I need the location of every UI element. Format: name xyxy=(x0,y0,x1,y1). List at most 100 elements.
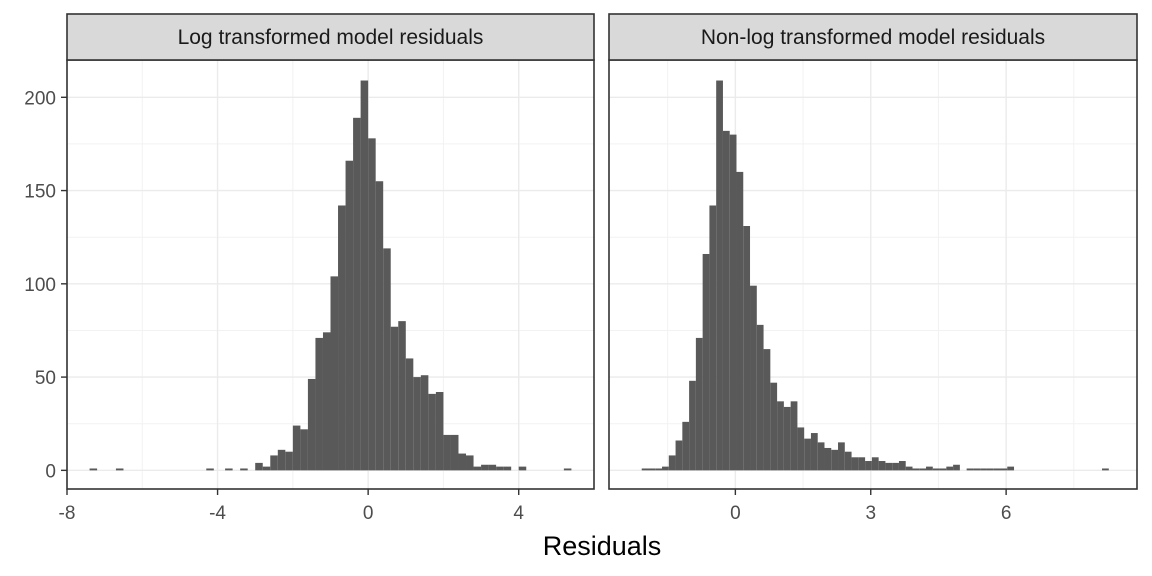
x-tick-label: 6 xyxy=(1001,503,1012,524)
histogram-bar xyxy=(946,466,954,471)
histogram-bar xyxy=(300,429,308,471)
histogram-bar xyxy=(270,455,278,471)
histogram-bar xyxy=(443,434,451,471)
histogram-bar xyxy=(115,468,124,471)
histogram-bar xyxy=(810,433,818,471)
histogram-bar xyxy=(481,464,489,471)
histogram-bar xyxy=(682,421,690,471)
histogram-bar xyxy=(473,466,482,471)
histogram-bar xyxy=(307,378,316,471)
histogram-bar xyxy=(716,80,723,471)
histogram-bar xyxy=(905,466,913,471)
histogram-bar xyxy=(458,453,467,471)
histogram-bar xyxy=(655,468,663,471)
histogram-bar xyxy=(563,468,572,471)
panels-layer: Log transformed model residuals -8 -4 0 4 Non… xyxy=(59,13,1138,524)
histogram-bar xyxy=(709,205,717,471)
histogram-bar xyxy=(770,382,778,471)
histogram-bar xyxy=(360,80,369,471)
histogram-bar xyxy=(885,462,893,471)
histogram-bar xyxy=(783,406,791,471)
histogram-bar xyxy=(420,375,429,471)
histogram-bar xyxy=(383,248,391,471)
histogram-bar xyxy=(1000,468,1008,471)
facet-strip-label: Non-log transformed model residuals xyxy=(701,26,1045,49)
histogram-bar xyxy=(262,466,271,471)
histogram-bar xyxy=(858,457,866,471)
histogram-bar xyxy=(844,451,852,471)
histogram-bar xyxy=(973,468,981,471)
histogram-bar xyxy=(375,181,384,471)
histogram-bar xyxy=(797,427,805,471)
histogram-bar xyxy=(851,457,859,471)
histogram-bar xyxy=(322,332,331,471)
histogram-bar xyxy=(285,451,293,471)
histogram-bar xyxy=(932,468,940,471)
histogram-bar xyxy=(743,226,751,471)
histogram-bar xyxy=(871,457,879,471)
histogram-bar xyxy=(722,130,730,471)
x-tick-label: -8 xyxy=(59,503,76,524)
x-tick-label: 4 xyxy=(513,503,524,524)
histogram-bar xyxy=(398,321,406,471)
histogram-bar xyxy=(1007,466,1015,471)
histogram-bar xyxy=(939,468,947,471)
histogram-bar xyxy=(428,393,436,471)
y-tick-label: 150 xyxy=(24,182,56,203)
histogram-bar xyxy=(865,461,872,471)
histogram-bar xyxy=(831,449,839,471)
histogram-bars xyxy=(641,80,1109,471)
histogram-bar xyxy=(756,324,764,471)
y-tick-label: 0 xyxy=(45,461,56,482)
histogram-bar xyxy=(878,461,886,471)
facet-strip-label: Log transformed model residuals xyxy=(178,26,484,49)
panel-2: Non-log transformed model residuals 0 3 6 xyxy=(608,13,1138,524)
histogram-bar xyxy=(338,205,346,471)
histogram-bar xyxy=(953,464,960,471)
histogram-bar xyxy=(838,442,845,471)
histogram-bar xyxy=(89,468,98,471)
histogram-bar xyxy=(668,455,676,471)
histogram-bar xyxy=(255,462,263,471)
y-tick-label: 50 xyxy=(35,368,56,389)
histogram-bar xyxy=(405,358,414,471)
histogram-bar xyxy=(689,380,696,471)
histogram-bar xyxy=(368,138,376,471)
facet-strip xyxy=(66,13,595,61)
histogram-bar xyxy=(817,442,825,471)
histogram-bar xyxy=(330,276,339,471)
histogram-bar xyxy=(986,468,994,471)
y-tick-label: 100 xyxy=(24,275,56,296)
histogram-bar xyxy=(736,171,744,471)
histogram-bar xyxy=(450,434,459,471)
x-axis-title: Residuals xyxy=(543,531,662,561)
histogram-bar xyxy=(790,401,798,471)
histogram-bar xyxy=(662,466,669,471)
histogram-bar xyxy=(413,377,421,471)
histogram-bar xyxy=(750,285,757,471)
histogram-bar xyxy=(980,468,987,471)
histogram-bar xyxy=(675,440,683,471)
histogram-bars xyxy=(89,80,572,471)
histogram-bar xyxy=(641,468,649,471)
histogram-bar xyxy=(804,438,811,471)
histogram-bar xyxy=(292,425,301,471)
histogram-bar xyxy=(993,468,1001,471)
histogram-bar xyxy=(345,160,354,471)
x-tick-label: 3 xyxy=(865,503,876,524)
histogram-bar xyxy=(1102,468,1109,471)
histogram-bar xyxy=(277,449,286,471)
histogram-bar xyxy=(315,337,323,471)
histogram-bar xyxy=(695,337,703,471)
y-axis: 0 50 100 150 200 xyxy=(24,88,67,482)
histogram-bar xyxy=(824,447,832,471)
histogram-bar xyxy=(919,468,927,471)
histogram-bar xyxy=(206,468,214,471)
histogram-bar xyxy=(435,392,444,471)
histogram-bar xyxy=(466,455,474,471)
histogram-bar xyxy=(496,466,504,471)
facet-strip xyxy=(608,13,1138,61)
histogram-bar xyxy=(763,349,771,471)
histogram-bar xyxy=(966,468,974,471)
